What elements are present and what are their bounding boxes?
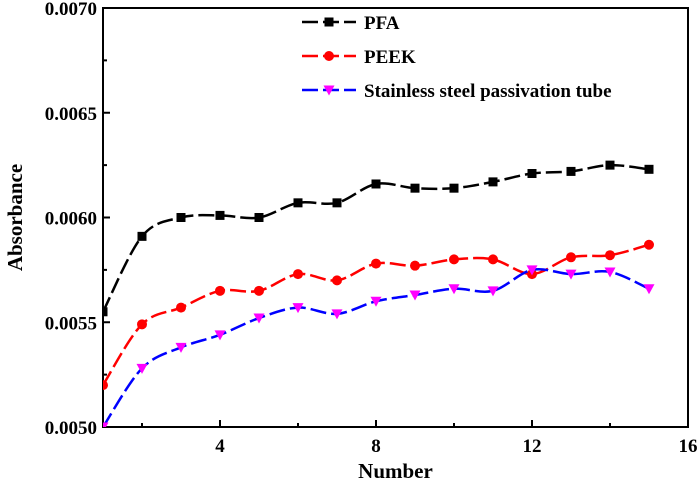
series-1 <box>103 160 654 317</box>
data-point <box>488 254 498 265</box>
data-point <box>410 183 420 193</box>
data-point <box>103 307 108 317</box>
plot-frame <box>102 7 689 428</box>
data-point <box>526 265 538 276</box>
series-layer <box>103 160 655 427</box>
data-point <box>253 313 265 324</box>
x-tick-label: 12 <box>523 436 542 457</box>
data-point <box>332 198 342 208</box>
x-tick-label: 16 <box>679 436 698 457</box>
data-point <box>487 286 499 297</box>
data-point <box>605 250 615 261</box>
series-3 <box>103 265 655 427</box>
data-point <box>332 275 342 286</box>
y-tick-label: 0.0055 <box>45 313 97 334</box>
data-point <box>605 160 615 170</box>
x-tick-label: 8 <box>371 436 381 457</box>
data-point <box>449 254 459 265</box>
legend-item: Stainless steel passivation tube <box>302 81 612 102</box>
data-point <box>527 169 537 179</box>
data-point <box>370 296 382 307</box>
data-point <box>566 252 576 263</box>
series-line <box>103 267 650 427</box>
data-point <box>488 177 498 187</box>
data-point <box>293 198 303 208</box>
data-point <box>215 210 225 220</box>
legend-label: Stainless steel passivation tube <box>364 81 612 102</box>
data-point <box>644 239 654 250</box>
x-axis-title: Number <box>358 459 433 483</box>
y-axis-title: Absorbance <box>3 164 27 271</box>
legend-item: PFA <box>302 13 400 34</box>
data-point <box>293 269 303 280</box>
legend-label: PEEK <box>364 47 416 68</box>
data-point <box>137 319 147 330</box>
y-tick-label: 0.0070 <box>45 0 97 20</box>
data-point <box>214 330 226 341</box>
data-point <box>449 183 459 193</box>
data-point <box>254 213 264 222</box>
data-point <box>371 258 381 269</box>
legend-marker <box>324 17 334 27</box>
data-point <box>137 231 147 241</box>
data-point <box>215 285 225 296</box>
plot-border <box>102 7 689 428</box>
data-point <box>176 302 186 313</box>
y-tick-label: 0.0060 <box>45 209 97 230</box>
data-point <box>565 269 577 280</box>
data-point <box>175 342 187 353</box>
legend-marker <box>323 85 335 96</box>
data-point <box>331 309 343 320</box>
data-point <box>604 267 616 278</box>
data-point <box>371 179 381 189</box>
data-point <box>643 284 655 295</box>
legend-marker <box>324 51 334 61</box>
data-point <box>292 303 304 314</box>
data-point <box>644 164 654 174</box>
data-point <box>103 422 109 427</box>
y-tick-label: 0.0050 <box>45 418 97 439</box>
data-point <box>103 380 108 391</box>
data-point <box>176 213 186 222</box>
x-axis: 4 8 12 16 <box>141 420 698 457</box>
series-2 <box>103 239 654 391</box>
legend-item: PEEK <box>302 47 416 68</box>
data-point <box>254 285 264 296</box>
data-point <box>409 290 421 301</box>
y-axis: 0.0050 0.0055 0.0060 0.0065 0.0070 <box>45 0 110 439</box>
y-tick-label: 0.0065 <box>45 104 97 125</box>
legend: PFA PEEK Stainless steel passivation tube <box>302 13 612 102</box>
data-point <box>410 260 420 271</box>
data-point <box>448 284 460 295</box>
x-tick-label: 4 <box>215 436 225 457</box>
legend-label: PFA <box>364 13 400 34</box>
data-point <box>136 363 148 374</box>
data-point <box>566 166 576 176</box>
